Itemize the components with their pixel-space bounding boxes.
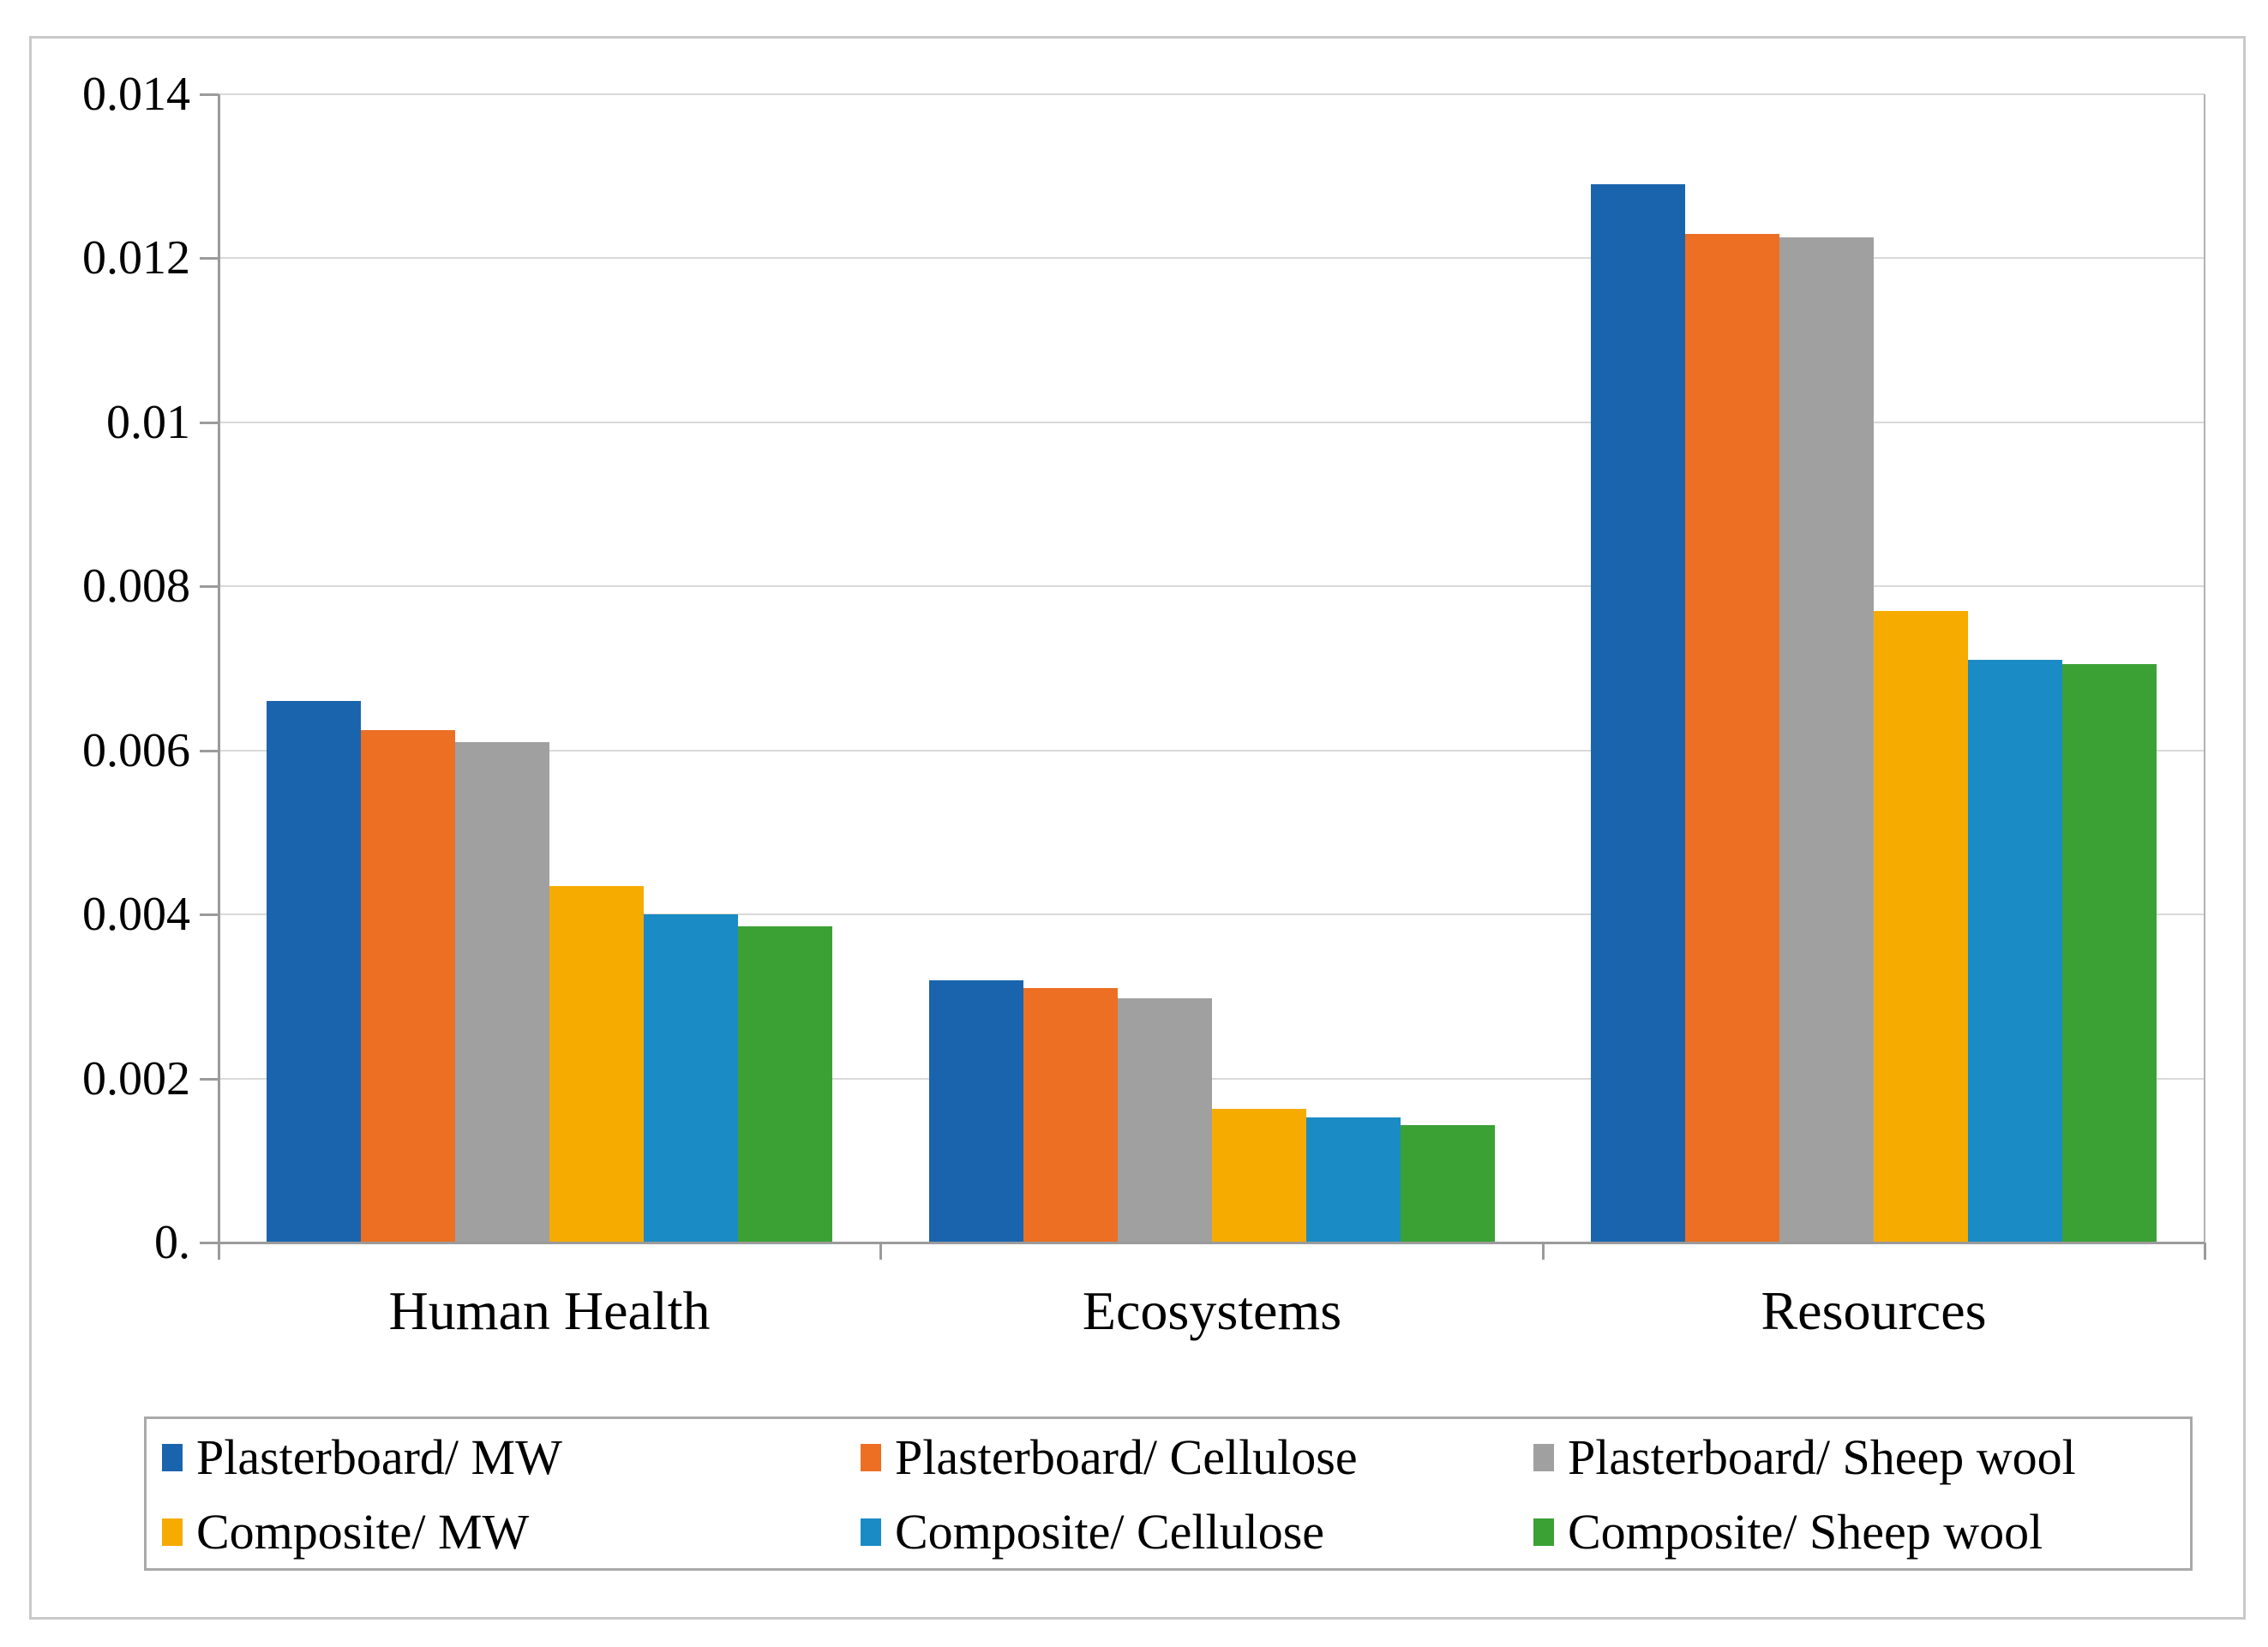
gridline xyxy=(219,93,2205,95)
bar xyxy=(2062,664,2157,1243)
legend: Plasterboard/ MW Plasterboard/ Cellulose P… xyxy=(144,1416,2193,1571)
legend-label: Plasterboard/ Cellulose xyxy=(895,1429,1358,1485)
y-tick xyxy=(200,1242,219,1244)
y-tick xyxy=(200,749,219,752)
gridline xyxy=(219,913,2205,916)
y-tick-label: 0.014 xyxy=(82,68,190,121)
y-tick xyxy=(200,421,219,424)
legend-label: Plasterboard/ Sheep wool xyxy=(1568,1429,2076,1485)
bar xyxy=(267,701,361,1243)
legend-item: Plasterboard/ Sheep wool xyxy=(1533,1430,2076,1485)
bar xyxy=(738,926,832,1243)
gridline xyxy=(219,421,2205,423)
y-tick-label: 0.01 xyxy=(106,395,190,449)
bar xyxy=(549,886,644,1243)
legend-item: Plasterboard/ Cellulose xyxy=(861,1430,1358,1485)
bar xyxy=(1212,1109,1306,1243)
x-tick xyxy=(1542,1243,1545,1260)
legend-label: Plasterboard/ MW xyxy=(196,1429,562,1485)
category-label: Ecosystems xyxy=(1082,1280,1342,1341)
bar xyxy=(929,980,1023,1243)
x-tick xyxy=(879,1243,882,1260)
bar xyxy=(1591,184,1685,1243)
bar xyxy=(1118,998,1212,1243)
y-tick-label: 0.012 xyxy=(82,231,190,285)
bar xyxy=(644,914,738,1243)
x-tick xyxy=(2204,1243,2206,1260)
legend-item: Composite/ Cellulose xyxy=(861,1505,1324,1560)
legend-swatch xyxy=(1533,1444,1554,1471)
legend-swatch xyxy=(861,1518,881,1546)
gridline xyxy=(219,749,2205,752)
x-axis-line xyxy=(219,1242,2205,1244)
x-tick xyxy=(218,1243,220,1260)
bar xyxy=(455,742,549,1243)
bar xyxy=(1401,1125,1495,1243)
gridline xyxy=(219,585,2205,588)
legend-label: Composite/ MW xyxy=(196,1504,530,1560)
bar xyxy=(1874,611,1968,1243)
y-tick xyxy=(200,913,219,917)
legend-label: Composite/ Sheep wool xyxy=(1568,1504,2043,1560)
gridline xyxy=(219,257,2205,260)
bar xyxy=(1779,237,1874,1243)
y-tick xyxy=(200,1077,219,1081)
legend-item: Plasterboard/ MW xyxy=(162,1430,562,1485)
y-tick xyxy=(200,585,219,589)
bar xyxy=(1023,988,1118,1243)
category-label: Human Health xyxy=(388,1280,711,1341)
y-tick-label: 0.008 xyxy=(82,560,190,614)
legend-label: Composite/ Cellulose xyxy=(895,1504,1325,1560)
y-tick-label: 0. xyxy=(154,1216,190,1269)
bar xyxy=(1685,234,1779,1243)
legend-swatch xyxy=(162,1444,183,1471)
legend-item: Composite/ MW xyxy=(162,1505,529,1560)
legend-swatch xyxy=(861,1444,881,1471)
y-tick-label: 0.006 xyxy=(82,723,190,777)
bar xyxy=(361,730,455,1243)
y-tick-label: 0.004 xyxy=(82,888,190,942)
bar xyxy=(1968,660,2062,1243)
bar xyxy=(1306,1117,1401,1243)
y-tick-label: 0.002 xyxy=(82,1051,190,1105)
legend-swatch xyxy=(162,1518,183,1546)
plot-right-border xyxy=(2204,94,2205,1258)
y-tick xyxy=(200,257,219,261)
y-tick xyxy=(200,93,219,96)
category-label: Resources xyxy=(1761,1280,1987,1341)
legend-item: Composite/ Sheep wool xyxy=(1533,1505,2043,1560)
legend-swatch xyxy=(1533,1518,1554,1546)
y-axis-line xyxy=(218,94,220,1258)
